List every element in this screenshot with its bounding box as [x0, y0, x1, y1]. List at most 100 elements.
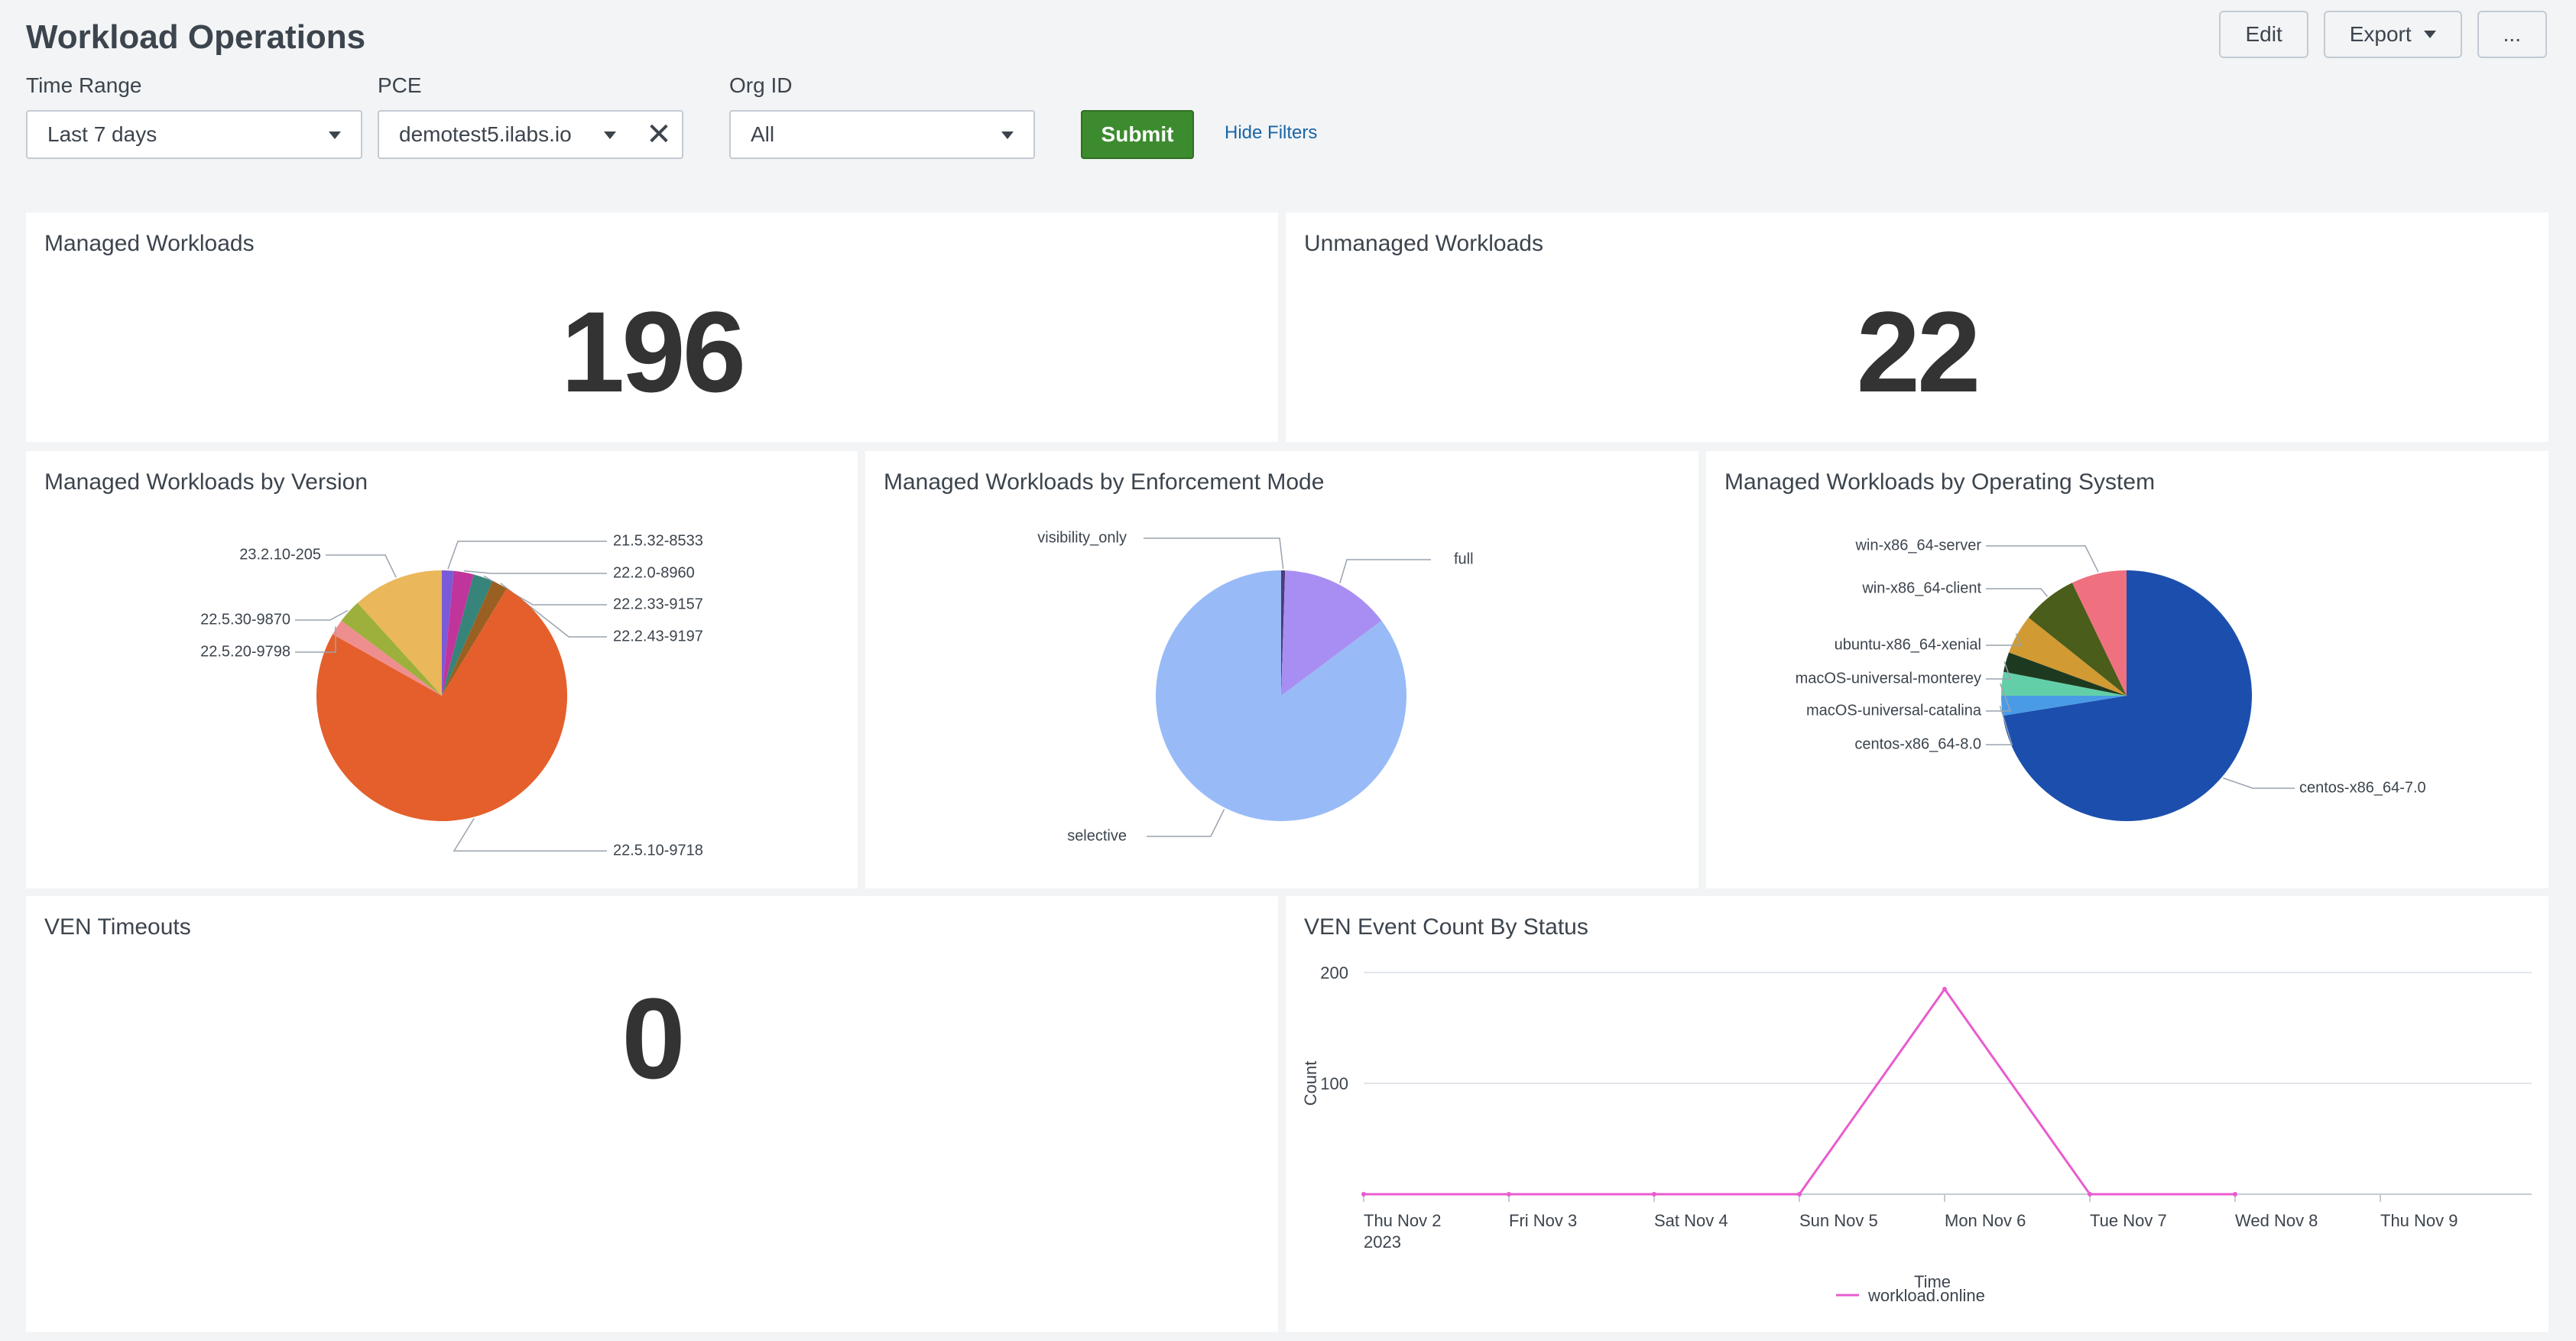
- panel-title: Managed Workloads: [44, 231, 255, 256]
- pie-slice-selective[interactable]: [1156, 570, 1406, 821]
- pie-slice-22-2-33-9157[interactable]: [442, 574, 493, 696]
- pce-label: PCE: [378, 73, 422, 97]
- pie-label-centos-x86-64-7-0: centos-x86_64-7.0: [2299, 779, 2426, 796]
- org-id-label: Org ID: [729, 73, 793, 97]
- pie-leader-line: [1986, 588, 2049, 597]
- pie-label-visibility-only: visibility_only: [1037, 529, 1127, 546]
- data-point[interactable]: [2088, 1192, 2092, 1197]
- pie-label-selective: selective: [1067, 827, 1127, 844]
- chevron-down-icon: [329, 132, 341, 139]
- pie-leader-line: [453, 818, 607, 852]
- pie-slice-22-5-30-9870[interactable]: [341, 602, 442, 696]
- pie-label-22-5-30-9870: 22.5.30-9870: [200, 611, 290, 628]
- pce-clear-button[interactable]: ✕: [636, 110, 683, 159]
- pie-label-23-2-10-205: 23.2.10-205: [239, 546, 321, 563]
- pie-leader-line: [2223, 777, 2295, 789]
- pie-label-ubuntu-x86-64-xenial: ubuntu-x86_64-xenial: [1835, 636, 1981, 653]
- x-axis-title: Time: [1914, 1272, 1951, 1291]
- pie-slice-22-2-43-9197[interactable]: [442, 581, 508, 696]
- data-point[interactable]: [1942, 986, 1947, 992]
- legend-label[interactable]: workload.online: [1867, 1286, 1985, 1305]
- pce-select[interactable]: demotest5.ilabs.io: [378, 110, 638, 159]
- pie-slice-21-5-32-8533[interactable]: [442, 570, 454, 696]
- x-tick-sublabel: 2023: [1364, 1232, 1401, 1252]
- more-actions-button[interactable]: ...: [2477, 11, 2547, 58]
- os-pie-chart: centos-x86_64-7.0 centos-x86_64-8.0 macOS-…: [1796, 537, 2426, 821]
- managed-workloads-panel: Managed Workloads 196: [26, 213, 1278, 442]
- x-tick-label: Wed Nov 8: [2235, 1211, 2318, 1230]
- x-tick-label: Sun Nov 5: [1799, 1211, 1878, 1230]
- pie-slice-ubuntu-x86-64-xenial[interactable]: [2009, 617, 2127, 696]
- pie-slice-full[interactable]: [1281, 570, 1382, 696]
- export-button-label: Export: [2349, 22, 2412, 46]
- pie-leader-line: [295, 626, 336, 653]
- x-tick-label: Thu Nov 2: [1364, 1211, 1442, 1230]
- data-point[interactable]: [1652, 1192, 1656, 1197]
- pie-slice-centos-x86-64-8-0[interactable]: [2001, 696, 2127, 716]
- x-tick-label: Tue Nov 7: [2090, 1211, 2167, 1230]
- pie-slice-22-5-10-9718[interactable]: [316, 588, 567, 821]
- pie-leader-line: [1986, 633, 2023, 646]
- panel-title: Unmanaged Workloads: [1304, 231, 1543, 256]
- pie-label-macos-universal-catalina: macOS-universal-catalina: [1806, 702, 1982, 719]
- panel-title: Managed Workloads by Operating System: [1724, 469, 2156, 495]
- data-point[interactable]: [2233, 1192, 2237, 1197]
- panel-title: VEN Event Count By Status: [1304, 914, 1588, 940]
- pie-leader-line: [1986, 683, 2012, 712]
- pie-leader-line: [447, 541, 607, 570]
- pie-label-21-5-32-8533: 21.5.32-8533: [613, 532, 703, 549]
- ven-timeouts-value: 0: [621, 974, 685, 1102]
- hide-filters-link[interactable]: Hide Filters: [1225, 122, 1318, 143]
- pie-leader-line: [295, 609, 349, 621]
- chevron-down-icon: [604, 132, 616, 139]
- edit-button[interactable]: Edit: [2219, 11, 2308, 58]
- pie-leader-line: [326, 554, 397, 578]
- x-tick-label: Mon Nov 6: [1945, 1211, 2026, 1230]
- pie-label-centos-x86-64-8-0: centos-x86_64-8.0: [1854, 735, 1981, 752]
- pie-slice-22-2-0-8960[interactable]: [442, 570, 474, 696]
- data-point[interactable]: [1797, 1192, 1802, 1197]
- pie-slice-22-5-20-9798[interactable]: [333, 620, 442, 696]
- panel-title: Managed Workloads by Enforcement Mode: [884, 469, 1325, 495]
- x-tick-label: Thu Nov 9: [2380, 1211, 2458, 1230]
- pie-slice-win-x86-64-client[interactable]: [2028, 583, 2127, 696]
- submit-button[interactable]: Submit: [1081, 110, 1194, 159]
- pie-leader-line: [1339, 559, 1431, 584]
- x-tick-label: Sat Nov 4: [1654, 1211, 1728, 1230]
- panel-title: Managed Workloads by Version: [44, 469, 368, 495]
- pce-value: demotest5.ilabs.io: [399, 122, 572, 146]
- dashboard-actions: Edit Export ...: [2219, 11, 2547, 58]
- pie-leader-line: [464, 570, 607, 574]
- pie-slice-centos-x86-64-7-0[interactable]: [2003, 570, 2252, 821]
- unmanaged-workloads-panel: Unmanaged Workloads 22: [1286, 213, 2548, 442]
- pie-leader-line: [1144, 537, 1284, 570]
- close-icon: ✕: [646, 118, 672, 151]
- more-actions-label: ...: [2503, 22, 2521, 46]
- pie-slice-macos-universal-catalina[interactable]: [2001, 671, 2127, 696]
- pie-label-22-2-33-9157: 22.2.33-9157: [613, 596, 703, 612]
- export-button[interactable]: Export: [2323, 11, 2462, 58]
- y-tick-label: 100: [1320, 1074, 1348, 1093]
- y-tick-label: 200: [1320, 963, 1348, 982]
- y-axis-title: Count: [1301, 1061, 1320, 1106]
- series-line-workload-online[interactable]: [1364, 987, 2235, 1196]
- data-point[interactable]: [1361, 1192, 1366, 1197]
- pie-slice-macos-universal-monterey[interactable]: [2003, 652, 2127, 696]
- managed-workloads-value: 196: [560, 287, 746, 416]
- pie-slice-23-2-10-205[interactable]: [357, 570, 442, 696]
- org-id-value: All: [751, 122, 775, 146]
- chevron-down-icon: [2423, 31, 2436, 38]
- time-range-select[interactable]: Last 7 days: [26, 110, 362, 159]
- data-point[interactable]: [1507, 1192, 1511, 1197]
- pie-label-macos-universal-monterey: macOS-universal-monterey: [1796, 670, 1981, 687]
- version-pie-chart: 21.5.32-8533 22.2.0-8960 22.2.33-9157 22.2.…: [200, 532, 703, 859]
- pie-slice-visibility-only[interactable]: [1281, 570, 1286, 696]
- pie-label-22-5-10-9718: 22.5.10-9718: [613, 842, 703, 859]
- time-range-label: Time Range: [26, 73, 142, 97]
- pie-leader-line: [1986, 661, 2012, 680]
- ven-events-panel: VEN Event Count By Status 100 200 Thu Nov …: [1286, 896, 2548, 1332]
- pie-leader-line: [1986, 706, 2013, 745]
- pie-slice-win-x86-64-server[interactable]: [2072, 570, 2127, 696]
- org-id-select[interactable]: All: [729, 110, 1035, 159]
